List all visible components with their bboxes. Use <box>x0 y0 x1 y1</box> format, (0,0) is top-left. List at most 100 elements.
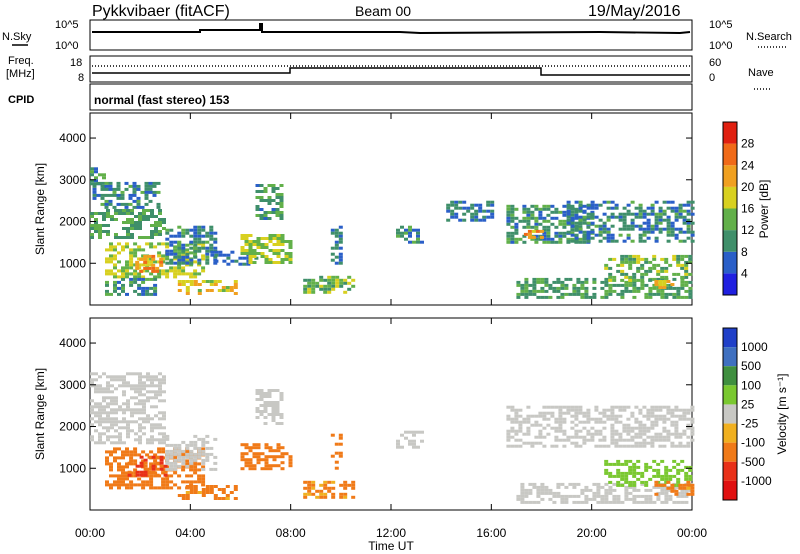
data-cell <box>351 483 356 487</box>
data-cell <box>260 452 265 456</box>
data-cell <box>660 459 665 463</box>
data-cell <box>181 269 186 273</box>
data-cell <box>334 451 339 455</box>
data-cell <box>538 207 543 211</box>
data-cell <box>105 289 109 293</box>
data-cell <box>538 423 543 427</box>
x-axis-label: Time UT <box>368 539 414 553</box>
data-cell <box>106 209 110 212</box>
data-cell <box>674 420 679 424</box>
data-cell <box>580 488 585 492</box>
data-cell <box>400 225 404 229</box>
data-cell <box>307 492 312 496</box>
data-cell <box>572 494 577 498</box>
data-cell <box>233 286 238 289</box>
data-cell <box>622 426 627 430</box>
data-cell <box>143 464 148 468</box>
data-cell <box>255 190 260 193</box>
data-cell <box>478 209 483 213</box>
data-cell <box>181 249 186 253</box>
data-cell <box>323 480 328 484</box>
data-cell <box>138 224 142 227</box>
data-cell <box>574 417 579 421</box>
data-cell <box>98 438 102 442</box>
data-cell <box>129 283 134 287</box>
data-cell <box>566 221 571 225</box>
data-cell <box>510 213 515 217</box>
cpid-text: normal (fast stereo) 153 <box>94 93 230 107</box>
data-cell <box>205 231 210 235</box>
data-cell <box>636 269 641 273</box>
data-cell <box>268 234 273 237</box>
data-cell <box>608 278 613 282</box>
data-cell <box>214 250 219 254</box>
data-cell <box>157 447 162 451</box>
data-cell <box>574 233 579 237</box>
data-cell <box>536 485 541 489</box>
data-cell <box>134 387 138 391</box>
velocity-colorbar-label: Velocity [m s⁻¹] <box>775 373 789 454</box>
data-cell <box>582 236 587 240</box>
data-cell <box>634 405 639 409</box>
data-cell <box>109 450 113 454</box>
data-cell <box>177 443 182 447</box>
data-cell <box>90 384 94 388</box>
data-cell <box>686 236 691 240</box>
data-cell <box>578 225 583 229</box>
data-cell <box>524 292 529 296</box>
data-cell <box>550 237 555 241</box>
data-cell <box>660 269 665 273</box>
data-cell <box>130 221 134 224</box>
data-cell <box>150 390 154 394</box>
colorbar-tick-label: -1000 <box>741 474 772 488</box>
data-cell <box>450 215 455 219</box>
data-cell <box>150 423 154 427</box>
data-cell <box>173 255 178 259</box>
data-cell <box>562 420 567 424</box>
data-cell <box>662 414 667 418</box>
data-cell <box>678 414 683 418</box>
data-cell <box>526 429 531 433</box>
data-cell <box>608 491 613 495</box>
data-cell <box>538 435 543 439</box>
data-cell <box>338 261 343 265</box>
data-cell <box>330 433 335 437</box>
data-cell <box>177 263 182 267</box>
data-cell <box>193 225 198 229</box>
data-cell <box>279 199 284 202</box>
data-cell <box>351 284 356 288</box>
data-cell <box>117 456 121 460</box>
data-cell <box>578 411 583 415</box>
data-cell <box>110 399 114 403</box>
data-cell <box>582 420 587 424</box>
data-cell <box>582 435 587 439</box>
data-cell <box>104 205 109 209</box>
data-cell <box>676 254 681 258</box>
data-cell <box>490 215 495 219</box>
data-cell <box>189 468 194 472</box>
data-cell <box>252 455 257 459</box>
data-cell <box>628 275 633 279</box>
data-cell <box>594 417 599 421</box>
data-cell <box>185 257 190 261</box>
data-cell <box>138 372 142 376</box>
data-cell <box>125 242 129 246</box>
data-cell <box>94 378 98 382</box>
data-cell <box>149 292 154 296</box>
data-cell <box>678 230 683 234</box>
data-cell <box>276 446 281 450</box>
data-cell <box>531 229 536 233</box>
data-cell <box>98 423 102 427</box>
data-cell <box>334 243 339 247</box>
data-cell <box>404 436 408 440</box>
data-cell <box>122 212 126 215</box>
data-cell <box>319 287 324 291</box>
data-cell <box>626 426 631 430</box>
data-cell <box>670 486 675 490</box>
data-cell <box>594 233 599 237</box>
data-cell <box>528 289 533 293</box>
data-cell <box>157 254 162 258</box>
data-cell <box>117 260 121 264</box>
data-cell <box>159 455 164 459</box>
data-cell <box>141 275 146 279</box>
